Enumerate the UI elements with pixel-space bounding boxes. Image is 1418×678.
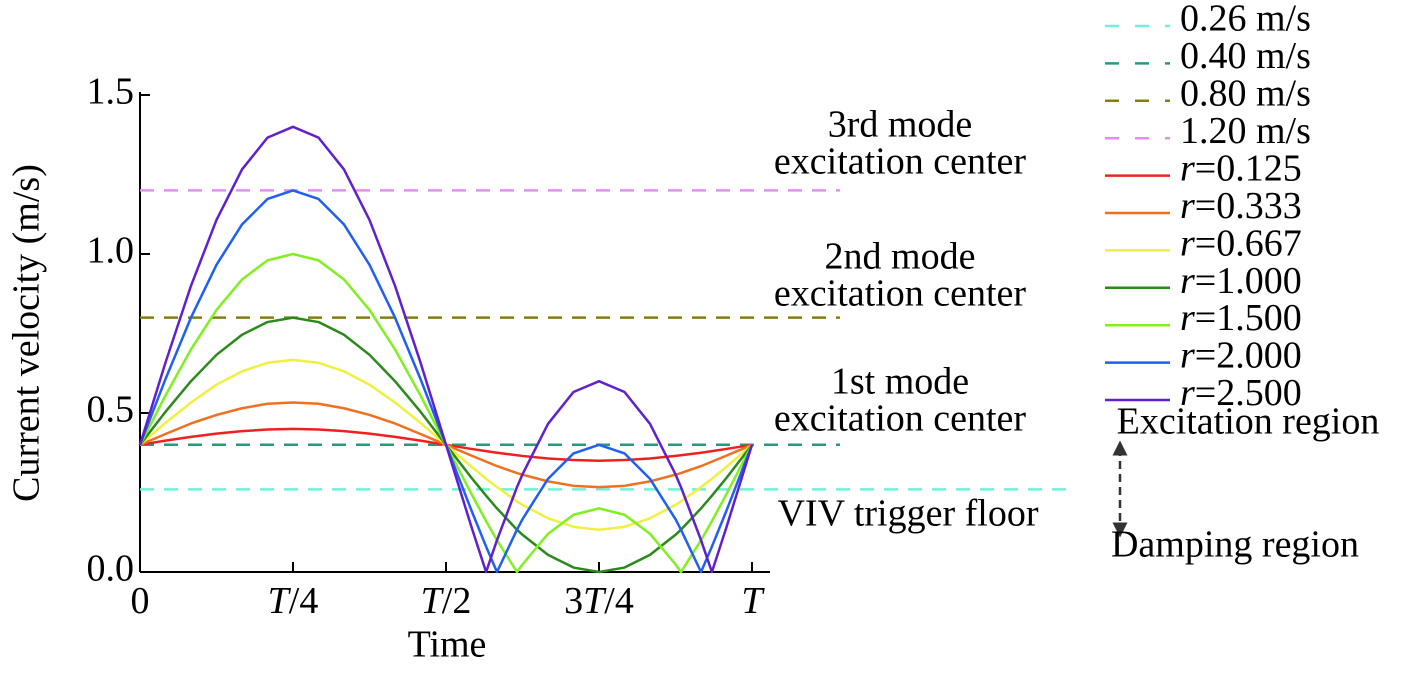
- series-line: [138, 189, 754, 574]
- legend-label: 1.20 m/s: [1180, 110, 1311, 152]
- legend-label: r=2.500: [1180, 372, 1302, 414]
- y-tick-label: 1.5: [87, 71, 135, 113]
- x-axis-label: Time: [408, 624, 487, 666]
- legend-label: r=0.125: [1180, 147, 1302, 189]
- x-tick-label: 0: [131, 580, 150, 622]
- region-label: Excitation region: [1117, 401, 1380, 443]
- series-line: [139, 401, 753, 489]
- legend-label: r=0.667: [1180, 222, 1302, 264]
- annotation: excitation center: [774, 141, 1026, 183]
- annotation: 1st mode: [831, 361, 969, 403]
- y-tick-label: 0.5: [87, 389, 135, 431]
- legend-label: r=1.000: [1180, 260, 1302, 302]
- series-line: [138, 252, 754, 574]
- legend-label: 0.80 m/s: [1180, 73, 1311, 115]
- legend-label: r=0.333: [1180, 185, 1302, 227]
- annotation: excitation center: [774, 398, 1026, 440]
- annotation: 2nd mode: [825, 236, 976, 278]
- x-tick-label: T/2: [421, 580, 472, 622]
- region-label: Damping region: [1111, 524, 1359, 566]
- legend-label: r=1.500: [1180, 297, 1302, 339]
- annotation: 3rd mode: [828, 104, 973, 146]
- annotation: excitation center: [774, 273, 1026, 315]
- legend-label: 0.26 m/s: [1180, 0, 1311, 40]
- x-tick-label: T: [741, 580, 765, 622]
- y-tick-label: 1.0: [87, 230, 135, 272]
- legend-label: r=2.000: [1180, 334, 1302, 376]
- series-line: [139, 358, 753, 531]
- x-tick-label: 3T/4: [564, 580, 634, 622]
- series-line: [139, 427, 753, 462]
- series-line: [139, 316, 753, 574]
- x-tick-label: T/4: [268, 580, 319, 622]
- legend-label: 0.40 m/s: [1180, 35, 1311, 77]
- y-axis-label: Current velocity (m/s): [6, 164, 48, 502]
- series-line: [138, 125, 754, 574]
- annotation: VIV trigger floor: [777, 493, 1038, 535]
- y-tick-label: 0.0: [87, 548, 135, 590]
